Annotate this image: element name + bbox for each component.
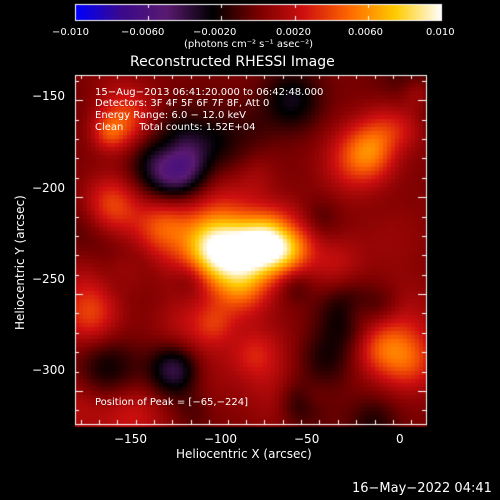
y-tick-label: −300 bbox=[32, 363, 65, 377]
info-clean-counts: Clean Total counts: 1.52E+04 bbox=[95, 122, 256, 133]
y-tick-label: −250 bbox=[32, 272, 65, 286]
footer-timestamp: 16−May−2022 04:41 bbox=[352, 481, 492, 496]
colorbar-tick: −0.010 bbox=[52, 27, 90, 38]
x-tick-label: −100 bbox=[204, 432, 237, 446]
colorbar-tick: 0.0020 bbox=[276, 27, 311, 38]
peak-position-label: Position of Peak = [−65,−224] bbox=[95, 397, 248, 408]
info-detectors: Detectors: 3F 4F 5F 6F 7F 8F, Att 0 bbox=[95, 98, 270, 109]
y-tick-label: −200 bbox=[32, 181, 65, 195]
x-tick-label: −150 bbox=[114, 432, 147, 446]
x-tick-label: −50 bbox=[294, 432, 320, 446]
chart-title: Reconstructed RHESSI Image bbox=[130, 54, 335, 70]
colorbar-units: (photons cm⁻² s⁻¹ asec⁻²) bbox=[184, 39, 314, 50]
info-energy-range: Energy Range: 6.0 − 12.0 keV bbox=[95, 110, 246, 121]
y-axis-label: Heliocentric Y (arcsec) bbox=[13, 195, 27, 330]
colorbar-tick: −0.0020 bbox=[193, 27, 237, 38]
info-time-range: 15−Aug−2013 06:41:20.000 to 06:42:48.000 bbox=[95, 87, 324, 98]
colorbar-tick: −0.0060 bbox=[121, 27, 165, 38]
x-axis-label: Heliocentric X (arcsec) bbox=[176, 447, 312, 461]
y-tick-label: −150 bbox=[32, 89, 65, 103]
colorbar-tick: 0.010 bbox=[426, 27, 455, 38]
x-tick-label: 0 bbox=[396, 432, 404, 446]
colorbar-tick: 0.0060 bbox=[348, 27, 383, 38]
